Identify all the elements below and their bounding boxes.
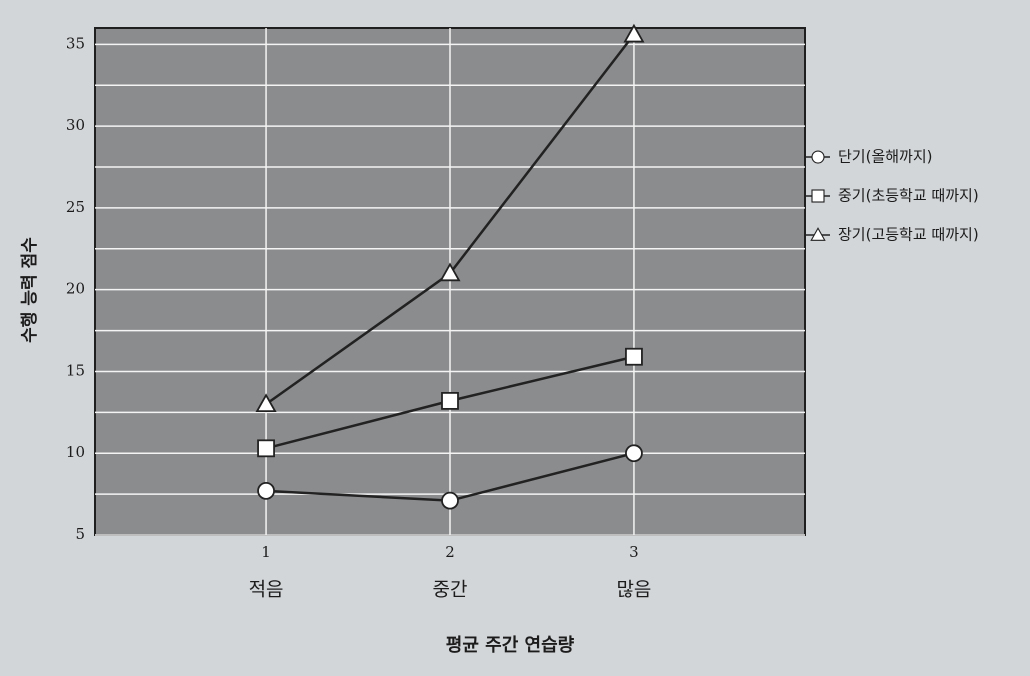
legend-label: 장기(고등학교 때까지)	[838, 226, 979, 244]
x-axis-title: 평균 주간 연습량	[446, 635, 575, 656]
data-point	[441, 391, 459, 410]
data-point	[255, 393, 277, 413]
legend-marker	[810, 227, 826, 241]
y-tick-label: 20	[66, 280, 85, 298]
y-tick-label: 25	[66, 198, 85, 216]
data-point	[441, 491, 459, 510]
x-tick-label: 2	[445, 543, 455, 561]
y-tick-label: 10	[66, 443, 85, 461]
y-tick-label: 30	[66, 116, 85, 134]
legend-label: 중기(초등학교 때까지)	[838, 187, 979, 205]
x-category-label: 중간	[433, 579, 468, 601]
y-axis-title: 수행 능력 점수	[20, 237, 40, 343]
y-tick-label: 35	[66, 34, 85, 52]
data-point	[439, 262, 461, 282]
data-point	[257, 439, 275, 458]
legend-marker	[811, 150, 825, 164]
data-point	[257, 481, 275, 500]
data-point	[625, 347, 643, 366]
y-tick-label: 5	[75, 525, 85, 543]
data-point	[623, 23, 645, 43]
legend-marker	[811, 189, 825, 203]
legend-label: 단기(올해까지)	[838, 148, 933, 166]
x-category-label: 많음	[616, 579, 651, 601]
y-tick-label: 15	[66, 361, 85, 379]
x-category-label: 적음	[249, 579, 284, 601]
grid	[95, 28, 805, 536]
marks	[255, 23, 645, 510]
x-tick-label: 1	[261, 543, 271, 561]
x-tick-label: 3	[629, 543, 639, 561]
data-point	[625, 444, 643, 463]
